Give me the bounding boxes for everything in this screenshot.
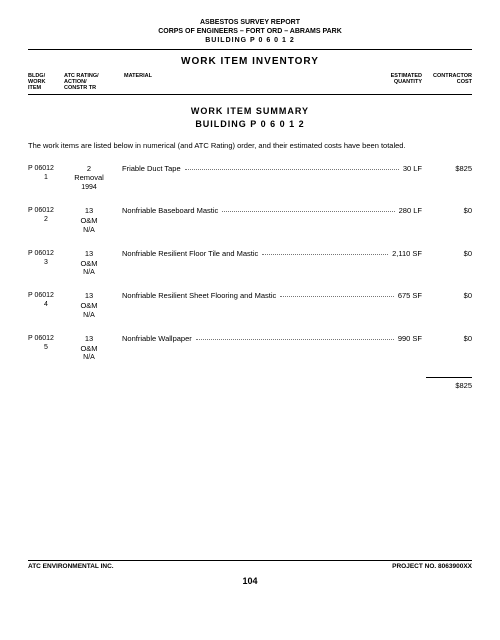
- action: Removal: [64, 173, 114, 183]
- rating-cell: 13 O&M N/A: [64, 206, 114, 235]
- footer: ATC ENVIRONMENTAL INC. PROJECT NO. 80639…: [28, 563, 472, 570]
- work-item-row: P 06012 5 13 O&M N/A Nonfriable Wallpape…: [28, 334, 472, 363]
- footer-left: ATC ENVIRONMENTAL INC.: [28, 563, 114, 570]
- header-underline: [28, 94, 472, 95]
- column-headers: BLDG/ WORK ITEM ATC RATING/ ACTION/ CONS…: [28, 73, 472, 91]
- bldg-item-cell: P 06012 2: [28, 206, 64, 224]
- constr: N/A: [64, 311, 114, 320]
- leader-dots: [280, 296, 394, 297]
- quantity: 280 LF: [397, 206, 422, 215]
- item-num: 4: [28, 300, 64, 309]
- constr: N/A: [64, 226, 114, 235]
- cost-cell: $825: [426, 164, 472, 173]
- action: O&M: [64, 216, 114, 226]
- leader-dots: [262, 254, 388, 255]
- bldg-item-cell: P 06012 5: [28, 334, 64, 352]
- total-rule: [426, 377, 472, 378]
- material-name: Friable Duct Tape: [122, 164, 183, 173]
- atc-rating: 13: [64, 249, 114, 259]
- subtitle-line2: BUILDING P 0 6 0 1 2: [28, 118, 472, 131]
- item-num: 1: [28, 173, 64, 182]
- constr: 1994: [64, 183, 114, 192]
- bldg-item-cell: P 06012 3: [28, 249, 64, 267]
- footer-right: PROJECT NO. 8063900XX: [392, 563, 472, 570]
- rating-cell: 13 O&M N/A: [64, 291, 114, 320]
- col-cost: CONTRACTOR COST: [422, 73, 472, 91]
- quantity: 30 LF: [401, 164, 422, 173]
- report-header: ASBESTOS SURVEY REPORT CORPS OF ENGINEER…: [28, 18, 472, 45]
- col-rating: ATC RATING/ ACTION/ CONSTR TR: [64, 73, 114, 91]
- item-num: 5: [28, 343, 64, 352]
- work-item-row: P 06012 4 13 O&M N/A Nonfriable Resilien…: [28, 291, 472, 320]
- col-material: MATERIAL: [114, 73, 376, 91]
- work-item-row: P 06012 2 13 O&M N/A Nonfriable Baseboar…: [28, 206, 472, 235]
- footer-rule: [28, 560, 472, 561]
- total-value: $825: [28, 381, 472, 390]
- rating-cell: 13 O&M N/A: [64, 249, 114, 278]
- bldg-code: P 06012: [28, 249, 64, 258]
- cost-cell: $0: [426, 206, 472, 215]
- item-num: 3: [28, 258, 64, 267]
- material-name: Nonfriable Baseboard Mastic: [122, 206, 220, 215]
- quantity: 990 SF: [396, 334, 422, 343]
- atc-rating: 13: [64, 291, 114, 301]
- header-line3: BUILDING P 0 6 0 1 2: [28, 36, 472, 45]
- atc-rating: 13: [64, 206, 114, 216]
- constr: N/A: [64, 268, 114, 277]
- rating-cell: 13 O&M N/A: [64, 334, 114, 363]
- action: O&M: [64, 301, 114, 311]
- action: O&M: [64, 344, 114, 354]
- leader-dots: [185, 169, 399, 170]
- material-qty-cell: Nonfriable Resilient Sheet Flooring and …: [114, 291, 426, 300]
- material-qty-cell: Nonfriable Resilient Floor Tile and Mast…: [114, 249, 426, 258]
- bldg-code: P 06012: [28, 206, 64, 215]
- constr: N/A: [64, 353, 114, 362]
- material-qty-cell: Nonfriable Baseboard Mastic 280 LF: [114, 206, 426, 215]
- cost-cell: $0: [426, 291, 472, 300]
- work-item-row: P 06012 1 2 Removal 1994 Friable Duct Ta…: [28, 164, 472, 193]
- atc-rating: 2: [64, 164, 114, 174]
- inventory-title: WORK ITEM INVENTORY: [28, 56, 472, 67]
- header-line2: CORPS OF ENGINEERS – FORT ORD – ABRAMS P…: [28, 27, 472, 36]
- material-name: Nonfriable Resilient Sheet Flooring and …: [122, 291, 278, 300]
- col-bldg-item: BLDG/ WORK ITEM: [28, 73, 64, 91]
- page-number: 104: [28, 576, 472, 586]
- material-name: Nonfriable Wallpaper: [122, 334, 194, 343]
- action: O&M: [64, 259, 114, 269]
- work-item-row: P 06012 3 13 O&M N/A Nonfriable Resilien…: [28, 249, 472, 278]
- header-line1: ASBESTOS SURVEY REPORT: [28, 18, 472, 27]
- bldg-item-cell: P 06012 4: [28, 291, 64, 309]
- quantity: 675 SF: [396, 291, 422, 300]
- intro-text: The work items are listed below in numer…: [28, 141, 472, 150]
- bldg-code: P 06012: [28, 291, 64, 300]
- atc-rating: 13: [64, 334, 114, 344]
- bldg-code: P 06012: [28, 164, 64, 173]
- quantity: 2,110 SF: [390, 249, 422, 258]
- material-name: Nonfriable Resilient Floor Tile and Mast…: [122, 249, 260, 258]
- material-qty-cell: Nonfriable Wallpaper 990 SF: [114, 334, 426, 343]
- leader-dots: [196, 339, 394, 340]
- summary-subtitle: WORK ITEM SUMMARY BUILDING P 0 6 0 1 2: [28, 105, 472, 130]
- col-qty: ESTIMATED QUANTITY: [376, 73, 422, 91]
- cost-cell: $0: [426, 249, 472, 258]
- leader-dots: [222, 211, 394, 212]
- subtitle-line1: WORK ITEM SUMMARY: [28, 105, 472, 118]
- cost-cell: $0: [426, 334, 472, 343]
- item-num: 2: [28, 215, 64, 224]
- rating-cell: 2 Removal 1994: [64, 164, 114, 193]
- header-rule: [28, 49, 472, 50]
- bldg-code: P 06012: [28, 334, 64, 343]
- bldg-item-cell: P 06012 1: [28, 164, 64, 182]
- material-qty-cell: Friable Duct Tape 30 LF: [114, 164, 426, 173]
